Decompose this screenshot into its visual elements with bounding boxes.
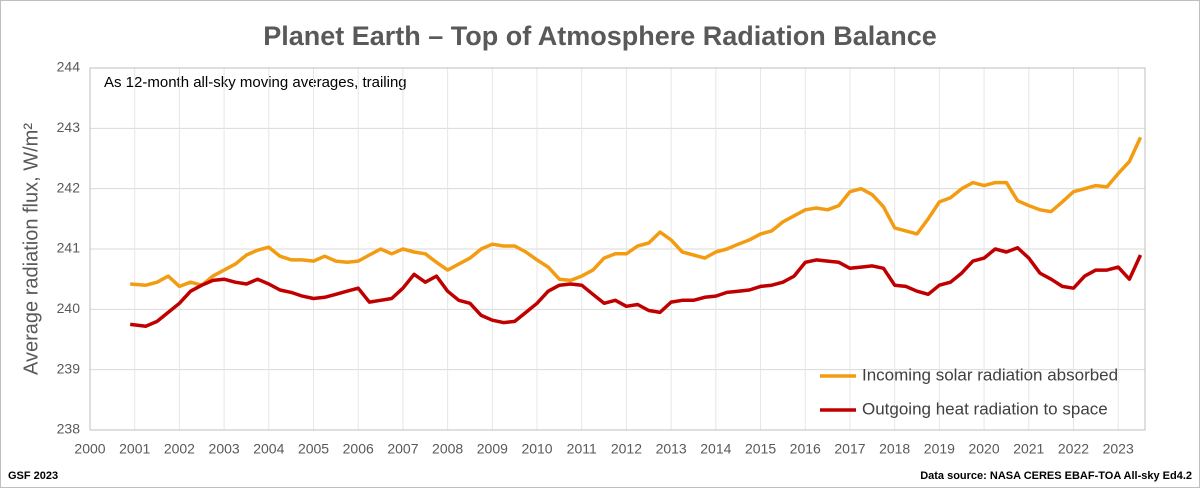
- plot-border: [89, 67, 1146, 431]
- y-tick-label: 241: [57, 240, 81, 256]
- x-tick-label: 2013: [656, 441, 687, 457]
- x-tick-label: 2019: [924, 441, 955, 457]
- y-axis-label: Average radiation flux, W/m²: [20, 123, 42, 375]
- legend-label: Incoming solar radiation absorbed: [862, 365, 1118, 384]
- x-tick-label: 2009: [477, 441, 508, 457]
- footer-right: Data source: NASA CERES EBAF-TOA All-sky…: [920, 470, 1192, 482]
- x-tick-label: 2015: [745, 441, 776, 457]
- x-tick-label: 2006: [343, 441, 374, 457]
- annotation: As 12-month all-sky moving averages, tra…: [104, 74, 407, 91]
- x-tick-label: 2010: [521, 441, 552, 457]
- x-tick-label: 2020: [968, 441, 999, 457]
- y-tick-label: 238: [57, 421, 81, 437]
- x-tick-label: 2011: [567, 441, 597, 457]
- y-tick-label: 242: [57, 179, 81, 195]
- x-tick-label: 2001: [119, 441, 150, 457]
- x-tick-label: 2014: [700, 441, 731, 457]
- x-tick-label: 2000: [74, 441, 105, 457]
- chart-title: Planet Earth – Top of Atmosphere Radiati…: [263, 21, 937, 51]
- x-tick-label: 2022: [1058, 441, 1089, 457]
- x-tick-label: 2005: [298, 441, 329, 457]
- y-tick-label: 239: [57, 360, 81, 376]
- x-tick-label: 2008: [432, 441, 463, 457]
- x-tick-label: 2004: [253, 441, 284, 457]
- x-tick-label: 2021: [1013, 441, 1044, 457]
- x-tick-label: 2003: [209, 441, 240, 457]
- x-tick-label: 2012: [611, 441, 642, 457]
- x-tick-label: 2016: [790, 441, 821, 457]
- y-tick-label: 243: [57, 119, 81, 135]
- y-tick-label: 244: [57, 59, 81, 75]
- y-tick-label: 240: [57, 300, 81, 316]
- x-tick-label: 2002: [164, 441, 195, 457]
- x-tick-label: 2018: [879, 441, 910, 457]
- x-tick-label: 2007: [387, 441, 418, 457]
- footer-left: GSF 2023: [8, 470, 58, 482]
- series-line: [130, 246, 1143, 328]
- x-tick-label: 2023: [1103, 441, 1134, 457]
- series-line: [130, 136, 1143, 289]
- legend-label: Outgoing heat radiation to space: [862, 399, 1108, 418]
- x-tick-label: 2017: [834, 441, 865, 457]
